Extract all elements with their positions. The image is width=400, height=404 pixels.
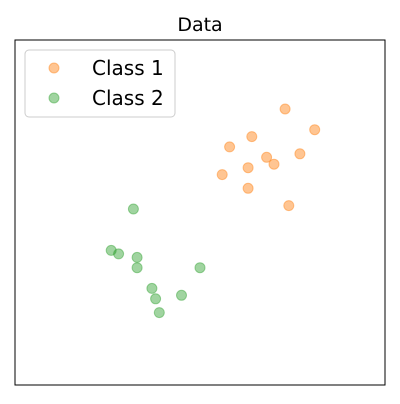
data-point-class-2-5 bbox=[131, 262, 143, 274]
data-point-class-1-9 bbox=[216, 169, 228, 181]
data-point-class-1-10 bbox=[242, 182, 254, 194]
legend-label-class-2: Class 2 bbox=[92, 86, 164, 110]
data-point-class-2-9 bbox=[176, 289, 187, 301]
data-point-class-2-2 bbox=[105, 244, 117, 256]
data-point-class-1-2 bbox=[309, 124, 321, 136]
legend: Class 1 Class 2 bbox=[24, 49, 176, 118]
data-point-class-1-4 bbox=[224, 141, 236, 153]
data-point-class-1-8 bbox=[294, 148, 306, 160]
data-point-class-2-6 bbox=[194, 262, 206, 274]
data-point-class-2-1 bbox=[127, 203, 139, 215]
data-point-class-1-6 bbox=[261, 151, 273, 163]
data-point-class-1-11 bbox=[283, 200, 295, 212]
data-point-class-2-3 bbox=[113, 248, 125, 260]
data-point-class-2-7 bbox=[146, 282, 158, 294]
legend-label-class-1: Class 1 bbox=[92, 56, 164, 80]
legend-marker-class-2 bbox=[48, 92, 60, 104]
chart-title: Data bbox=[177, 14, 222, 36]
data-point-class-1-7 bbox=[268, 158, 280, 170]
legend-items: Class 1 Class 2 bbox=[48, 56, 164, 110]
data-point-class-2-10 bbox=[153, 307, 165, 319]
data-point-class-2-4 bbox=[131, 251, 143, 263]
data-point-class-1-1 bbox=[279, 103, 291, 115]
data-point-class-1-5 bbox=[242, 162, 254, 174]
legend-box bbox=[24, 49, 176, 118]
legend-marker-class-1 bbox=[48, 62, 60, 74]
data-point-class-2-8 bbox=[150, 293, 162, 305]
points-layer bbox=[105, 103, 321, 319]
data-point-class-1-3 bbox=[246, 131, 258, 143]
